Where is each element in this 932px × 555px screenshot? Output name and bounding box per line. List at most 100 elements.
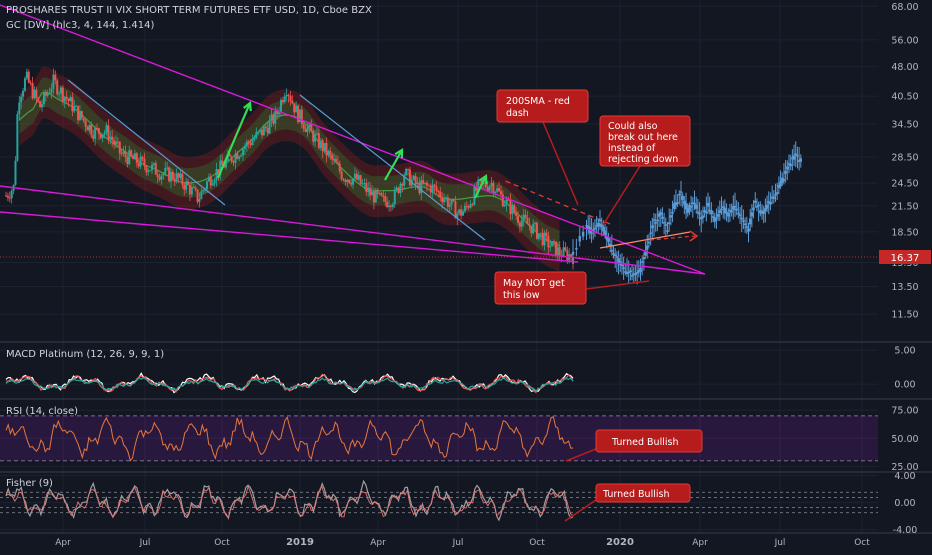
candle-body: [238, 156, 241, 159]
candle-body: [359, 175, 362, 184]
candle-body: [86, 126, 89, 131]
projection-bar-body: [784, 170, 787, 174]
projection-bar-body: [706, 202, 710, 207]
candle-body: [143, 158, 146, 167]
projection-bar-body: [765, 204, 769, 209]
projection-bar-body: [593, 227, 597, 230]
projection-bar-body: [644, 250, 647, 256]
candle-body: [135, 153, 138, 163]
candle-body: [96, 127, 99, 129]
candle-body: [498, 188, 501, 192]
projection-bar-body: [657, 213, 661, 217]
projection-bar-body: [750, 212, 754, 217]
candle-body: [547, 235, 550, 248]
candle-body: [90, 124, 93, 136]
candle-body: [454, 201, 457, 219]
projection-bar-body: [627, 271, 630, 274]
candle-body: [166, 167, 169, 169]
candle-body: [482, 182, 485, 184]
candle-body: [88, 124, 91, 131]
candle-body: [408, 169, 411, 186]
price-tick-label: 13.50: [891, 282, 918, 293]
candle-body: [469, 204, 472, 208]
indicator-tick-label: 75.00: [891, 406, 918, 417]
last-price-tag: [879, 250, 931, 264]
candle-body: [179, 173, 182, 178]
projection-bar-body: [629, 270, 632, 273]
projection-bar-body: [759, 210, 762, 214]
candle-body: [564, 247, 567, 251]
candle-body: [475, 186, 478, 191]
projection-bar-body: [791, 157, 794, 160]
candle-body: [278, 112, 281, 115]
candle-body: [247, 141, 250, 144]
callout-sma: 200SMA - red dash: [496, 89, 589, 206]
candle-body: [433, 184, 436, 187]
macd-series: [5, 372, 574, 394]
projection-bar-body: [745, 226, 749, 228]
candle-body: [141, 156, 144, 159]
projection-bar-body: [700, 216, 703, 220]
projection-bar-body: [760, 211, 764, 214]
candle-body: [190, 187, 193, 195]
candle-body: [558, 247, 561, 256]
projection-bar-body: [796, 155, 799, 157]
projection-bar-body: [748, 218, 752, 225]
candle-body: [42, 92, 45, 105]
time-tick-label: 2019: [286, 537, 314, 548]
price-tick-label: 34.50: [891, 119, 918, 130]
green-arrow-3: [474, 175, 487, 199]
candle-body: [543, 232, 546, 246]
rsi-title: RSI (14, close): [6, 406, 78, 417]
last-price-label: 16.37: [891, 253, 920, 264]
candle-body: [435, 186, 438, 191]
candle-body: [450, 199, 453, 205]
candle-body: [152, 163, 155, 165]
time-tick-label: Apr: [370, 538, 386, 548]
candle-body: [444, 197, 447, 199]
projection-bar-body: [637, 270, 641, 273]
candle-body: [116, 141, 119, 143]
candle-body: [147, 170, 150, 173]
projection-bar-body: [603, 230, 607, 236]
candle-body: [333, 158, 336, 160]
time-tick-label: Apr: [55, 538, 71, 548]
candle-body: [297, 105, 300, 123]
candle-body: [462, 211, 465, 216]
time-tick-label: Jul: [139, 538, 151, 548]
candle-body: [37, 98, 40, 102]
projection-bar-body: [613, 254, 617, 257]
candle-body: [323, 142, 326, 152]
candle-body: [177, 173, 180, 178]
candle-body: [97, 128, 100, 134]
candle-body: [109, 136, 112, 140]
breakout-note-line-3: instead of: [608, 143, 656, 154]
projection-bar-body: [683, 200, 686, 205]
candle-body: [44, 92, 47, 96]
projection-bar-body: [624, 271, 627, 273]
projection-bar-body: [571, 251, 575, 255]
candle-body: [458, 209, 461, 214]
fisher-line: [5, 479, 574, 522]
candle-body: [56, 80, 59, 95]
candle-body: [443, 198, 446, 203]
projection-bar-body: [662, 222, 666, 224]
candle-body: [327, 150, 330, 156]
candle-body: [441, 197, 444, 203]
projection-bar-body: [779, 181, 782, 187]
candle-body: [73, 105, 76, 112]
candle-body: [556, 247, 559, 257]
projection-bar-body: [634, 273, 637, 276]
candle-body: [494, 191, 497, 193]
candle-body: [424, 182, 427, 185]
candle-body: [401, 183, 404, 186]
candle-body: [287, 94, 290, 96]
candle-body: [501, 194, 504, 207]
candle-body: [187, 181, 190, 185]
candle-body: [545, 232, 548, 236]
candle-body: [10, 190, 13, 199]
candle-body: [420, 180, 423, 194]
projection-bar-body: [647, 241, 651, 244]
projection-bar-body: [590, 232, 593, 234]
